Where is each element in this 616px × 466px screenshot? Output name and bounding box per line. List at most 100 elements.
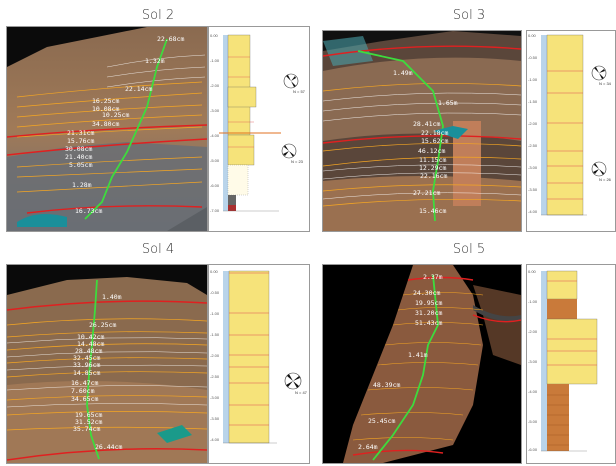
depth-tick: -3.50 [528,187,538,192]
rose-diagram-icon [284,372,302,390]
depth-tick: -1.00 [210,311,220,316]
depth-tick: -1.50 [528,99,538,104]
depth-tick: -1.00 [528,77,538,82]
measurement-label: 35.74cm [73,425,100,433]
depth-tick: -1.00 [528,299,538,304]
depth-tick: -2.00 [528,329,538,334]
panel-title: Sol 2 [141,8,175,23]
measurement-label: 21.40cm [65,153,92,161]
measurement-label: 15.76cm [67,137,94,145]
measurement-label: 16.73cm [75,207,102,215]
measurement-label: 1.32m [145,57,165,65]
measurement-label: 7.60cm [71,387,95,395]
rose-count: N = 23 [291,159,304,164]
measurement-label: 2.64m [358,443,378,451]
panel-title: Sol 3 [452,8,486,23]
measurement-label: 1.65m [438,99,458,107]
depth-tick: -6.00 [528,447,538,452]
rose-count: N = 57 [293,89,306,94]
depth-tick: 0.00 [210,269,219,274]
measurement-label: 10.42cm [77,333,104,341]
depth-tick: -2.50 [528,143,538,148]
measurement-label: 32.45cm [73,354,100,362]
measurement-label: 21.31cm [67,129,94,137]
measurement-label: 34.65cm [71,395,98,403]
panel-sol4: Sol 4 1.40m 26.25cm 10.42cm 14.48cm [6,236,310,466]
measurement-label: 22.14cm [125,85,152,93]
measurement-label: 31.20cm [415,309,442,317]
panel-title: Sol 4 [141,242,175,257]
rose-diagram-icon [591,65,607,81]
measurement-label: 22.16cm [420,172,447,180]
depth-tick: -5.00 [210,158,220,163]
depth-tick: -4.00 [210,437,220,442]
measurement-label: 48.39cm [373,381,400,389]
measurement-label: 31.52cm [75,418,102,426]
panel-sol2: Sol 2 22.68cm 1 [6,0,310,232]
stratigraphic-column: 0.00 -1.00 -2.00 -3.00 -4.00 -5.00 -6.00… [208,26,310,232]
measurement-label: 26.25cm [89,321,116,329]
measurement-label: 15.62cm [421,137,448,145]
measurement-label: 15.46cm [419,207,446,215]
stratigraphic-column: 0.00 -0.50 -1.00 -1.50 -2.00 -2.50 -3.00… [208,264,310,464]
measurement-label: 14.48cm [77,340,104,348]
depth-tick: -4.00 [528,389,538,394]
depth-tick: -3.50 [210,416,220,421]
depth-tick: -1.50 [210,332,220,337]
outcrop-3d-model[interactable]: 22.68cm 1.32m 22.14cm 16.25cm 10.08cm 10… [6,26,208,232]
rose-count: N = 26 [599,177,612,182]
panel-title: Sol 5 [452,242,486,257]
depth-tick: -4.00 [210,133,220,138]
rose-count: N = 34 [599,81,612,86]
measurement-label: 10.08cm [92,105,119,113]
measurement-label: 2.37m [423,273,443,281]
measurement-label: 12.29cm [419,164,446,172]
outcrop-3d-model[interactable]: 1.40m 26.25cm 10.42cm 14.48cm 28.48cm 32… [6,264,208,464]
depth-tick: -6.00 [210,183,220,188]
panel-sol3: Sol 3 1.49m 1.65m 28.41cm [322,0,616,232]
measurement-label: 22.68cm [157,35,184,43]
rose-count: N = 47 [295,390,308,395]
measurement-label: 22.18cm [421,129,448,137]
outcrop-3d-model[interactable]: 1.49m 1.65m 28.41cm 22.18cm 15.62cm 46.1… [322,30,522,232]
depth-tick: -3.00 [528,359,538,364]
depth-tick: 0.00 [528,269,537,274]
measurement-label: 1.40m [102,293,122,301]
depth-tick: -4.00 [528,209,538,214]
panel-sol5: Sol 5 2.37m 24.30cm 19.95cm 31.20cm 51.4… [322,236,616,466]
depth-tick: -7.00 [210,208,220,213]
stratigraphic-column: 0.00 -0.50 -1.00 -1.50 -2.00 -2.50 -3.00… [526,30,616,232]
depth-tick: -1.00 [210,58,220,63]
stratigraphic-column: 0.00 -1.00 -2.00 -3.00 -4.00 -5.00 -6.00 [526,264,616,464]
rose-diagram-icon [281,143,297,159]
measurement-label: 25.45cm [368,417,395,425]
measurement-label: 19.95cm [415,299,442,307]
depth-tick: 0.00 [210,33,219,38]
measurement-label: 28.41cm [413,120,440,128]
rose-diagram-icon [283,73,299,89]
depth-tick: -2.00 [210,83,220,88]
measurement-label: 33.96cm [73,361,100,369]
measurement-label: 11.15cm [419,156,446,164]
rose-diagram-icon [591,161,607,177]
measurement-label: 24.30cm [413,289,440,297]
measurement-label: 28.48cm [75,347,102,355]
measurement-label: 5.05cm [69,161,93,169]
measurement-label: 14.85cm [73,369,100,377]
depth-tick: -3.00 [210,395,220,400]
depth-tick: -3.00 [528,165,538,170]
measurement-label: 16.47cm [71,379,98,387]
measurement-label: 30.08cm [65,145,92,153]
measurement-label: 26.44cm [95,443,122,451]
outcrop-3d-model[interactable]: 2.37m 24.30cm 19.95cm 31.20cm 51.43cm 1.… [322,264,522,464]
measurement-label: 19.65cm [75,411,102,419]
measurement-label: 1.41m [408,351,428,359]
depth-tick: 0.00 [528,33,537,38]
depth-tick: -2.00 [528,121,538,126]
depth-tick: -0.50 [528,55,538,60]
measurement-label: 27.21cm [413,189,440,197]
measurement-label: 46.12cm [418,147,445,155]
depth-tick: -2.00 [210,353,220,358]
depth-tick: -0.50 [210,290,220,295]
measurement-label: 1.28m [72,181,92,189]
